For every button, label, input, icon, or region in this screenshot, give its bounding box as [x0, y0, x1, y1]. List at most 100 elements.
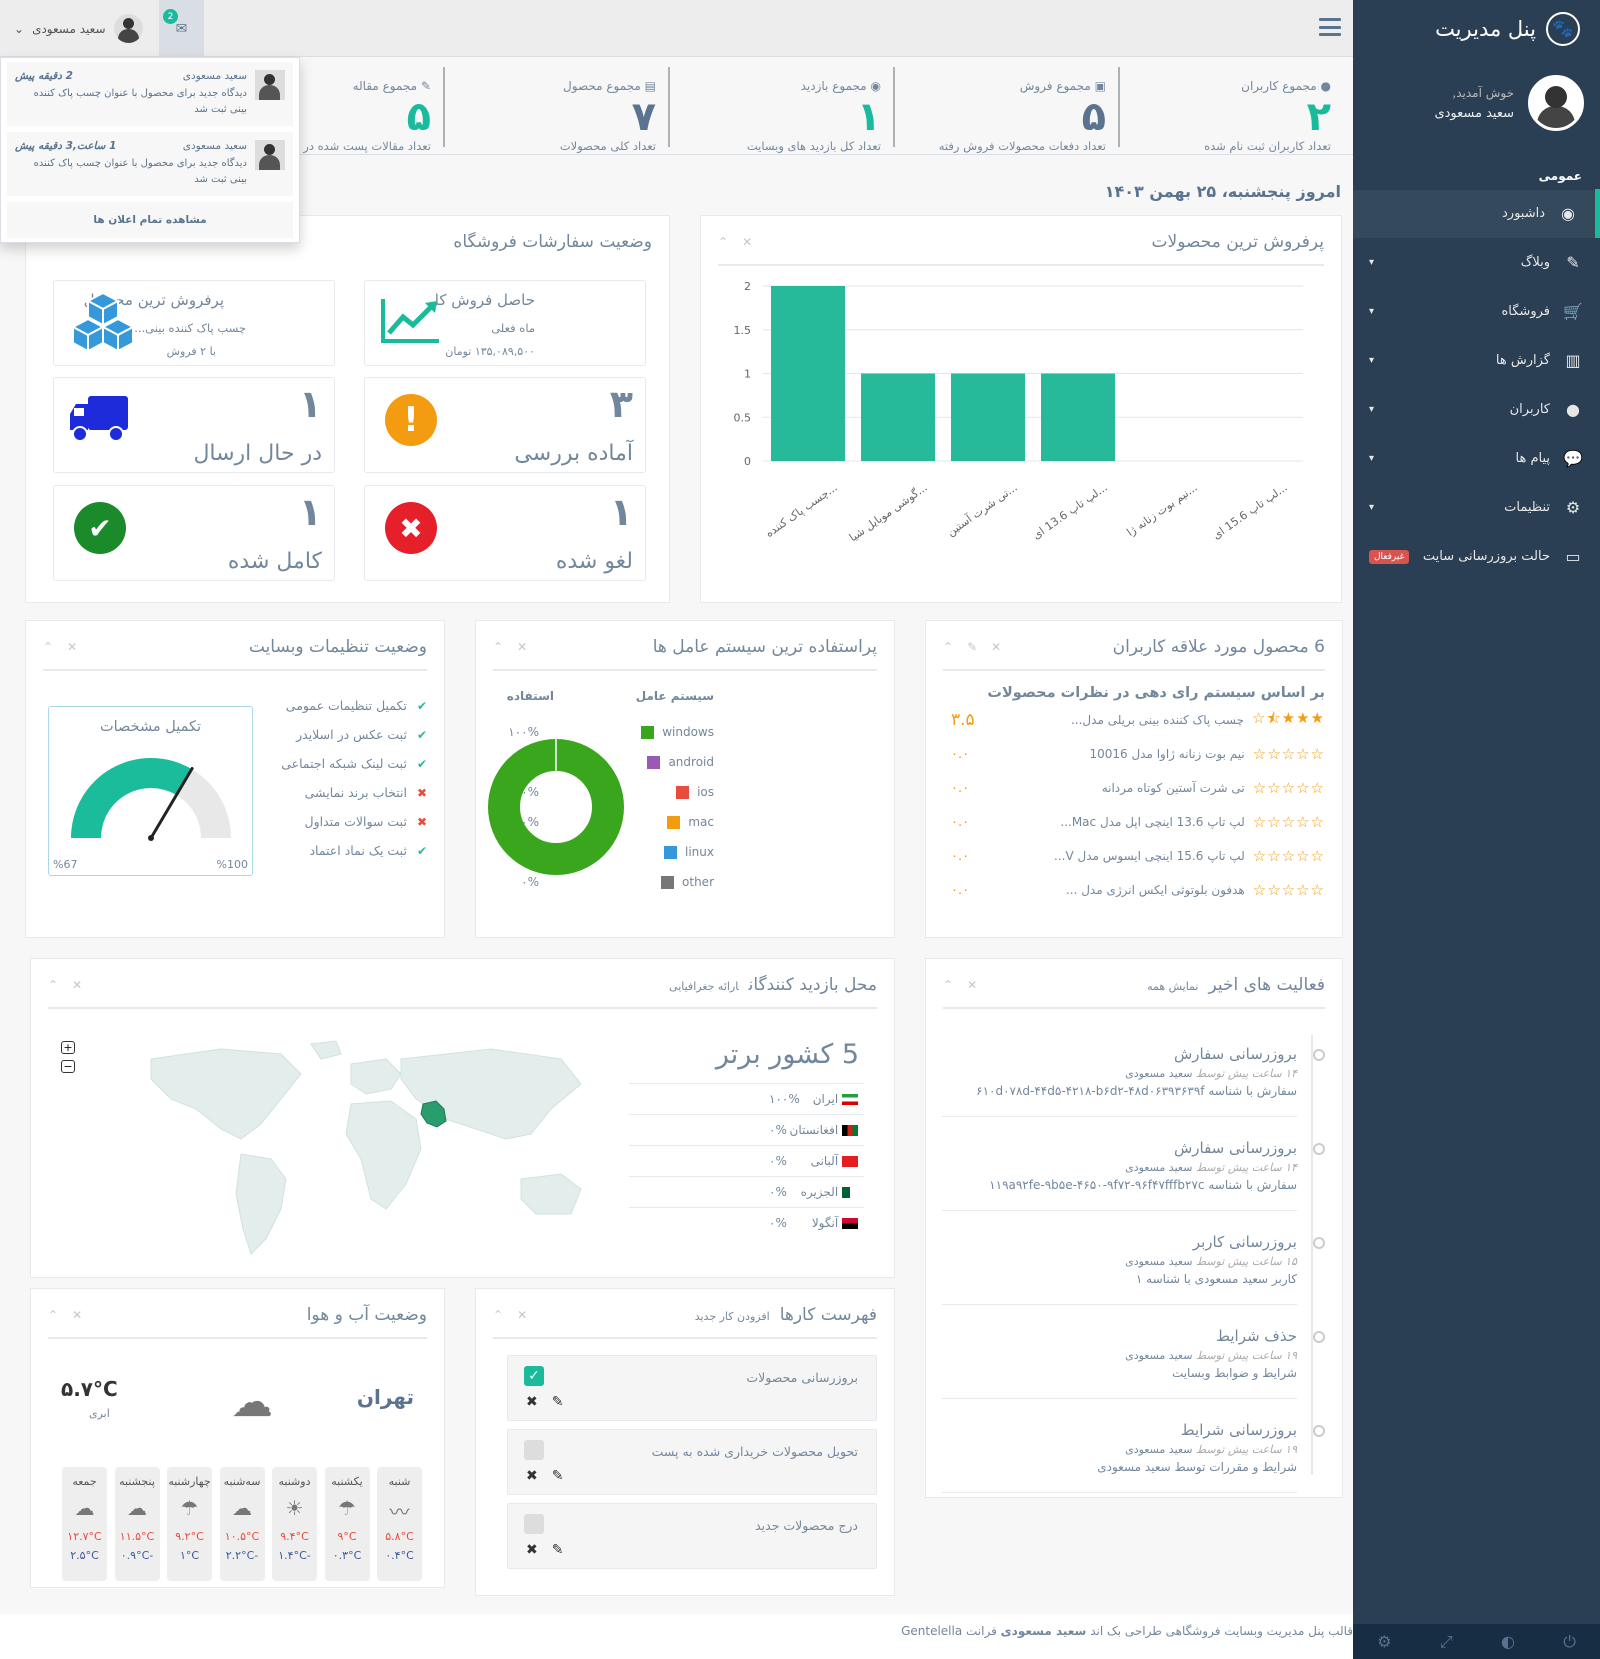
notification-count-badge: 2 — [163, 9, 178, 24]
chevron-up-icon[interactable]: ⌃ — [43, 640, 54, 654]
os-row: windows ۱۰۰% — [474, 717, 714, 747]
pencil-icon[interactable]: ✎ — [551, 1542, 564, 1558]
favorite-item[interactable]: ☆☆☆☆☆ لپ تاپ 13.6 اینچی اپل مدل Mac... ۰.۰ — [943, 805, 1325, 839]
close-icon[interactable]: ✕ — [742, 235, 753, 249]
top-countries-title: 5 کشور برتر — [715, 1039, 859, 1070]
order-status-panel: وضعیت سفارشات فروشگاه حاصل فروش کل ماه ف… — [25, 215, 670, 603]
pencil-icon[interactable]: ✎ — [551, 1468, 564, 1484]
chevron-up-icon[interactable]: ⌃ — [48, 978, 59, 992]
favorite-item[interactable]: ☆☆☆☆☆ نیم بوت زنانه ژاوا مدل 10016 ۰.۰ — [943, 737, 1325, 771]
activity-time: ۱۴ ساعت پیش توسط — [1195, 1067, 1297, 1080]
world-map[interactable] — [111, 1029, 611, 1269]
activity-item[interactable]: بروزرسانی سفارش ۱۴ ساعت پیش توسط سعید مسع… — [942, 1139, 1325, 1211]
menu-toggle-icon[interactable] — [1319, 18, 1341, 36]
favorite-item[interactable]: ☆☆☆☆☆ تی شرت آستین کوتاه مردانه ۰.۰ — [943, 771, 1325, 805]
day-name: سه‌شنبه — [223, 1475, 261, 1488]
os-donut-chart — [488, 739, 624, 875]
edit-icon: ✎ — [1566, 253, 1580, 272]
close-icon[interactable]: ✖ — [526, 1542, 538, 1558]
fullscreen-icon[interactable]: ⤢ — [1439, 1631, 1453, 1651]
sidebar-item-reports[interactable]: ▥ گزارش ها ▾ — [1353, 336, 1600, 385]
cart-icon: 🛒 — [1563, 302, 1583, 321]
sidebar-item-settings[interactable]: ⚙ تنظیمات ▾ — [1353, 483, 1600, 532]
chevron-up-icon[interactable]: ⌃ — [493, 640, 504, 654]
chevron-up-icon[interactable]: ⌃ — [48, 1308, 59, 1322]
sidebar-item-blog[interactable]: ✎ وبلاگ ▾ — [1353, 238, 1600, 287]
timeline-dot — [1313, 1237, 1325, 1249]
sun-icon: ☀ — [285, 1496, 304, 1520]
chevron-up-icon[interactable]: ⌃ — [943, 640, 954, 654]
activity-item[interactable]: بروزرسانی کاربر ۱۵ ساعت پیش توسط سعید مسع… — [942, 1233, 1325, 1305]
checklist-item: ✔ ثبت لینک شبکه اجتماعی — [257, 749, 427, 778]
close-icon[interactable]: ✕ — [72, 978, 83, 992]
eye-slash-icon[interactable]: ◐ — [1500, 1632, 1515, 1651]
close-icon[interactable]: ✕ — [517, 640, 528, 654]
favorite-name: تی شرت آستین کوتاه مردانه — [1101, 781, 1245, 795]
activity-time: ۱۹ ساعت پیش توسط — [1195, 1349, 1297, 1362]
favorite-item[interactable]: ★★★⯪☆ چسب پاک کننده بینی بریلی مدل... ۳.۵ — [943, 703, 1325, 737]
favorite-item[interactable]: ☆☆☆☆☆ هدفون بلوتوثی ایکس انرژی مدل ... ۰.۰ — [943, 873, 1325, 907]
todo-checkbox[interactable] — [524, 1514, 544, 1534]
bar-chart: 0 0.5 1 1.5 2 چسب پاک کننده... گوشی موبایل شیا… — [734, 280, 1303, 544]
day-max-temp: ۱۱.۵°C — [119, 1530, 155, 1543]
day-max-temp: ۱۲.۷°C — [67, 1530, 102, 1543]
favorite-score: ۳.۵ — [951, 710, 975, 730]
chevron-up-icon[interactable]: ⌃ — [493, 1308, 504, 1322]
day-name: شنبه — [388, 1475, 411, 1488]
chevron-up-icon[interactable]: ⌃ — [718, 235, 729, 249]
user-icon: ● — [1320, 79, 1331, 93]
os-value: ۱۰۰% — [508, 725, 539, 739]
notification-item[interactable]: سعید مسعودی 2 دقیقه پیش دیدگاه جدید برای … — [7, 62, 293, 126]
activity-item[interactable]: حذف شرایط ۱۹ ساعت پیش توسط سعید مسعودی شرا… — [942, 1327, 1325, 1399]
sidebar-item-label: کاربران — [1509, 402, 1550, 417]
todo-checkbox[interactable] — [524, 1440, 544, 1460]
close-icon[interactable]: ✖ — [526, 1394, 538, 1410]
total-sales-value: ۱۳۵,۰۸۹,۵۰۰ تومان — [445, 345, 535, 358]
close-icon[interactable]: ✕ — [517, 1308, 528, 1322]
see-all-notifications-link[interactable]: مشاهده تمام اعلان ها — [7, 202, 293, 238]
pencil-icon[interactable]: ✎ — [551, 1394, 564, 1410]
zoom-out-button[interactable]: − — [61, 1060, 75, 1073]
wrench-icon[interactable]: ✎ — [967, 640, 978, 654]
tile-count: ۵ — [1081, 94, 1106, 140]
close-icon[interactable]: ✕ — [991, 640, 1002, 654]
close-icon[interactable]: ✕ — [72, 1308, 83, 1322]
sidebar-item-messages[interactable]: 💬 پیام ها ▾ — [1353, 434, 1600, 483]
sidebar-item-dashboard[interactable]: ◉ داشبورد — [1353, 189, 1600, 238]
activity-item[interactable]: بروزرسانی شرایط ۱۹ ساعت پیش توسط سعید مسع… — [942, 1421, 1325, 1493]
panel-title: محل بازدید کنندگانارائه جغرافیایی — [669, 975, 877, 995]
os-name: android — [668, 755, 714, 769]
completed-count: ۱ — [298, 490, 322, 534]
brand[interactable]: 🐾 پنل مدیریت — [1353, 0, 1600, 57]
close-icon[interactable]: ✖ — [526, 1468, 538, 1484]
close-icon[interactable]: ✕ — [967, 978, 978, 992]
tile-users: ● مجموع کاربران ۲ تعداد کاربران ثبت نام … — [1118, 67, 1343, 153]
activity-time: ۱۵ ساعت پیش توسط — [1195, 1255, 1297, 1268]
gear-icon[interactable]: ⚙ — [1377, 1632, 1392, 1651]
show-all-link[interactable]: نمایش همه — [1147, 980, 1199, 993]
zoom-in-button[interactable]: + — [61, 1041, 75, 1054]
shipping-orders-box: ۱ در حال ارسال — [53, 377, 335, 473]
day-min-temp: ۲.۵°C — [70, 1549, 99, 1562]
tile-sales: ▣ مجموع فروش ۵ تعداد دفعات محصولات فروش … — [893, 67, 1118, 153]
sidebar-item-shop[interactable]: 🛒 فروشگاه ▾ — [1353, 287, 1600, 336]
notification-time: 1 ساعت,3 دقیقه پیش — [15, 140, 117, 152]
activity-item[interactable]: بروزرسانی سفارش ۱۴ ساعت پیش توسط سعید مسع… — [942, 1045, 1325, 1117]
panel-title: وضعیت آب و هوا — [306, 1305, 427, 1325]
power-icon[interactable]: ⏻ — [1563, 1631, 1576, 1651]
notification-item[interactable]: سعید مسعودی 1 ساعت,3 دقیقه پیش دیدگاه جدی… — [7, 132, 293, 196]
sidebar-item-maintenance[interactable]: ▭ حالت بروزرسانی سایت غیرفعال — [1353, 532, 1600, 581]
y-tick-label: 1.5 — [734, 324, 752, 337]
dashboard-icon: ◉ — [1561, 204, 1575, 223]
weather-temp: ۵.۷°C — [61, 1377, 118, 1401]
panel-title: فعالیت های اخیرنمایش همه — [1147, 975, 1325, 995]
user-dropdown[interactable]: ⌄ سعید مسعودی — [14, 14, 143, 43]
add-task-link[interactable]: افزودن کار جدید — [694, 1310, 770, 1323]
chevron-up-icon[interactable]: ⌃ — [943, 978, 954, 992]
favorite-item[interactable]: ☆☆☆☆☆ لپ تاپ 15.6 اینچی ایسوس مدل V... ۰.۰ — [943, 839, 1325, 873]
os-name: linux — [685, 845, 714, 859]
todo-checkbox[interactable]: ✓ — [524, 1366, 544, 1386]
sidebar-item-users[interactable]: ● کاربران ▾ — [1353, 385, 1600, 434]
close-icon[interactable]: ✕ — [67, 640, 78, 654]
notifications-button[interactable]: ✉ 2 — [159, 0, 204, 57]
